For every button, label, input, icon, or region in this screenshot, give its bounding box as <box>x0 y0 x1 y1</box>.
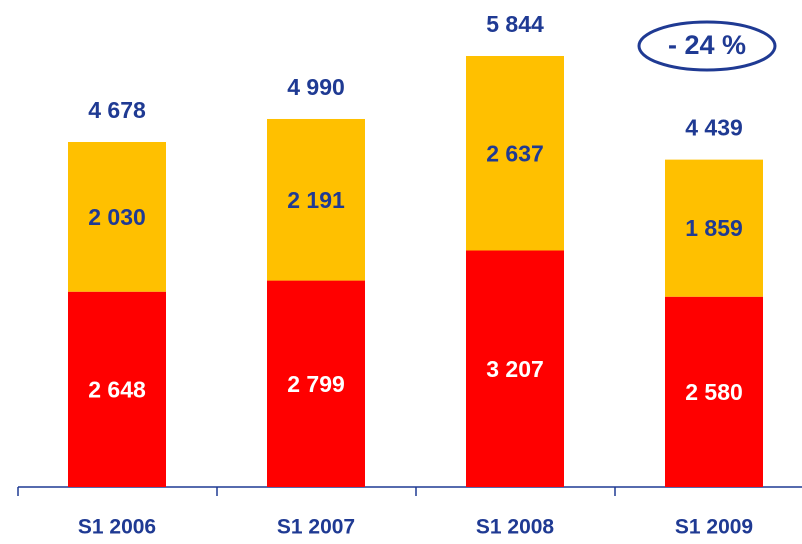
annotation-ellipse <box>637 20 777 72</box>
total-label: 5 844 <box>486 11 544 37</box>
bar-segment <box>68 291 166 487</box>
total-label: 4 439 <box>685 115 743 141</box>
bar-segment <box>68 141 166 292</box>
x-tick-label: S1 2007 <box>277 516 355 539</box>
value-label: 2 030 <box>88 204 146 230</box>
value-label: 2 637 <box>486 140 544 166</box>
total-label: 4 990 <box>287 74 345 100</box>
value-label: 2 191 <box>287 187 345 213</box>
total-label: 4 678 <box>88 97 146 123</box>
value-label: 2 799 <box>287 371 345 397</box>
value-label: 2 648 <box>88 376 146 402</box>
x-tick-label: S1 2009 <box>675 516 753 539</box>
bar-segment <box>267 118 365 281</box>
bar-segment <box>466 56 564 251</box>
bar-segment <box>665 296 763 487</box>
bar-segment <box>466 250 564 487</box>
x-tick-label: S1 2008 <box>476 516 555 539</box>
annotation: - 24 % <box>668 30 746 60</box>
bar-segment <box>267 280 365 487</box>
value-label: 2 580 <box>685 379 743 405</box>
bar-segment <box>665 159 763 297</box>
x-tick-label: S1 2006 <box>78 516 156 539</box>
value-label: 3 207 <box>486 356 544 382</box>
value-label: 1 859 <box>685 215 743 241</box>
